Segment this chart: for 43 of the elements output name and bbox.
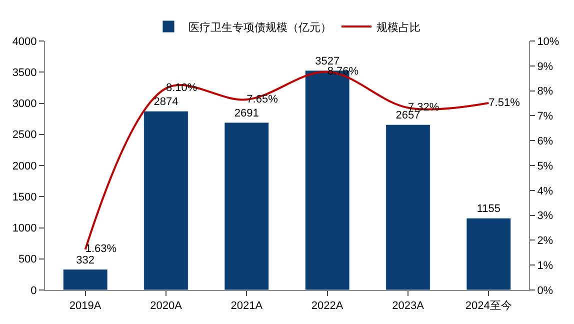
y2-tick-label: 9% [537, 60, 554, 73]
y2-tick-label: 0% [537, 284, 554, 297]
x-tick-label: 2023A [392, 300, 425, 312]
y-tick-label: 1000 [12, 222, 37, 235]
data-label: 7.51% [488, 96, 520, 109]
y2-tick-label: 4% [537, 185, 554, 198]
data-label: 2874 [154, 96, 178, 108]
y-tick-label: 2500 [12, 129, 37, 142]
legend-label: 规模占比 [376, 20, 420, 34]
bar [386, 124, 430, 290]
y2-tick-label: 2% [537, 235, 554, 248]
data-label: 2691 [234, 107, 259, 120]
y-tick-label: 3500 [12, 66, 37, 79]
y-tick-label: 3000 [12, 98, 37, 110]
x-tick-label: 2020A [150, 300, 183, 312]
y-tick-label: 500 [18, 254, 37, 266]
y2-tick-label: 10% [537, 36, 560, 48]
bar [466, 218, 512, 290]
y2-tick-label: 8% [537, 86, 554, 98]
x-tick-label: 2021A [230, 300, 264, 312]
bar [224, 122, 270, 290]
data-label: 332 [76, 254, 95, 266]
x-tick-label: 2024至今 [465, 300, 512, 312]
y2-tick-label: 7% [537, 110, 554, 123]
data-label: 1155 [476, 203, 500, 216]
y-tick-label: 4000 [12, 36, 37, 48]
y-tick-label: 2000 [12, 160, 37, 172]
bar [144, 110, 188, 290]
y-tick-label: 1500 [12, 191, 37, 204]
y2-tick-label: 1% [537, 260, 554, 272]
x-tick-label: 2019A [69, 300, 102, 312]
bar [62, 269, 108, 290]
legend-label: 医疗卫生专项债规模（亿元） [188, 20, 332, 34]
x-tick-label: 2022A [311, 300, 344, 312]
y2-tick-label: 5% [537, 160, 554, 172]
y-tick-label: 0 [30, 284, 37, 297]
y2-tick-label: 3% [537, 210, 554, 222]
data-label: 8.76% [327, 66, 359, 78]
data-label: 7.65% [246, 93, 278, 106]
y2-tick-label: 6% [537, 135, 554, 148]
data-label: 2657 [396, 110, 420, 122]
data-label: 1.63% [85, 243, 117, 256]
data-label: 3527 [315, 55, 340, 68]
